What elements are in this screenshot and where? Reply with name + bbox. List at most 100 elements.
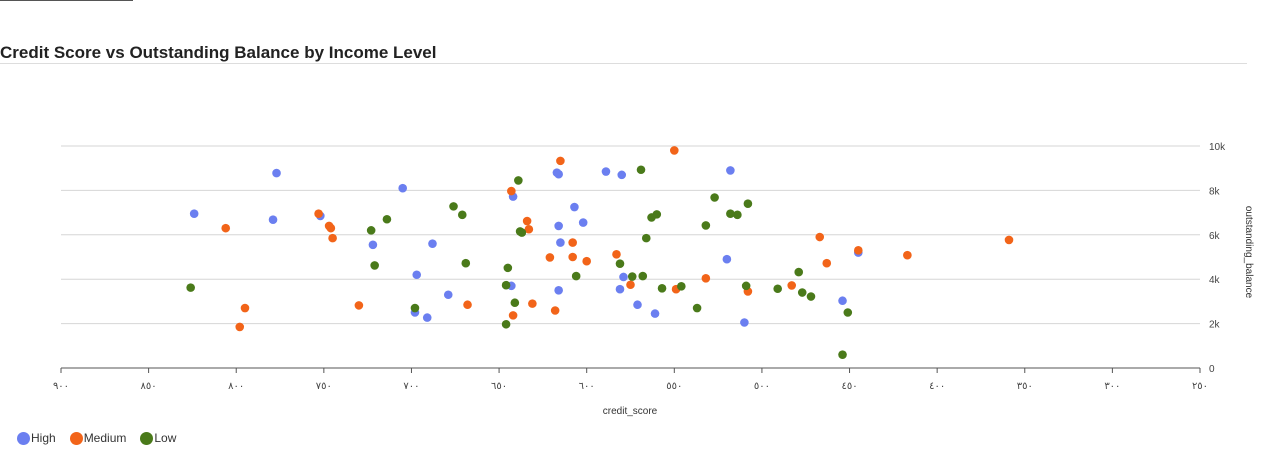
- point-low[interactable]: [615, 259, 625, 268]
- point-low[interactable]: [449, 202, 458, 211]
- point-low[interactable]: [627, 272, 637, 281]
- point-low[interactable]: [382, 214, 392, 224]
- title-divider: [0, 63, 1247, 64]
- point-medium[interactable]: [626, 280, 635, 290]
- point-medium[interactable]: [568, 238, 577, 247]
- point-high[interactable]: [422, 313, 432, 322]
- point-medium[interactable]: [903, 250, 912, 260]
- point-low[interactable]: [741, 281, 751, 291]
- point-medium[interactable]: [815, 232, 825, 242]
- point-medium[interactable]: [528, 299, 537, 308]
- point-medium[interactable]: [524, 224, 534, 234]
- point-high[interactable]: [398, 183, 408, 193]
- point-medium[interactable]: [522, 216, 532, 226]
- point-high[interactable]: [554, 286, 563, 295]
- point-medium[interactable]: [822, 258, 832, 268]
- y-axis: 0 2k 4k 6k 8k 10k: [1209, 142, 1226, 375]
- point-medium[interactable]: [670, 146, 679, 155]
- point-low[interactable]: [510, 298, 520, 308]
- point-high[interactable]: [272, 168, 281, 178]
- point-low[interactable]: [514, 176, 523, 185]
- point-low[interactable]: [638, 271, 648, 281]
- point-high[interactable]: [578, 218, 588, 227]
- legend-item-medium[interactable]: Medium: [69, 431, 126, 445]
- point-medium[interactable]: [240, 303, 250, 313]
- point-high[interactable]: [726, 166, 735, 175]
- point-medium[interactable]: [235, 322, 245, 332]
- point-high[interactable]: [650, 309, 660, 318]
- point-low[interactable]: [733, 210, 742, 220]
- y-tick-label: 0: [1209, 364, 1215, 375]
- point-medium[interactable]: [854, 246, 863, 255]
- x-tick-label: ٨٥٠: [141, 381, 157, 392]
- point-low[interactable]: [838, 350, 847, 359]
- point-high[interactable]: [412, 270, 422, 280]
- point-high[interactable]: [556, 238, 565, 247]
- point-medium[interactable]: [221, 223, 231, 233]
- legend-item-high[interactable]: High: [17, 431, 56, 445]
- point-low[interactable]: [641, 233, 651, 243]
- point-high[interactable]: [368, 240, 378, 250]
- point-low[interactable]: [410, 303, 420, 313]
- point-high[interactable]: [838, 296, 847, 306]
- point-high[interactable]: [633, 300, 642, 310]
- point-medium[interactable]: [326, 223, 336, 233]
- point-low[interactable]: [797, 288, 807, 297]
- point-high[interactable]: [554, 221, 563, 231]
- point-low[interactable]: [794, 267, 804, 277]
- point-low[interactable]: [652, 210, 662, 219]
- point-high[interactable]: [615, 284, 625, 294]
- point-high[interactable]: [570, 202, 579, 212]
- point-low[interactable]: [677, 282, 686, 291]
- point-low[interactable]: [806, 292, 816, 301]
- point-low[interactable]: [773, 284, 782, 294]
- point-low[interactable]: [692, 303, 702, 313]
- point-low[interactable]: [636, 165, 646, 175]
- point-low[interactable]: [701, 221, 711, 230]
- point-high[interactable]: [601, 167, 611, 176]
- point-medium[interactable]: [314, 209, 323, 219]
- point-low[interactable]: [503, 263, 513, 273]
- point-low[interactable]: [571, 271, 581, 281]
- point-medium[interactable]: [1004, 235, 1014, 245]
- point-medium[interactable]: [508, 311, 518, 320]
- point-low[interactable]: [710, 193, 719, 202]
- point-high[interactable]: [443, 290, 453, 300]
- point-low[interactable]: [461, 258, 471, 268]
- point-low[interactable]: [186, 283, 195, 292]
- point-low[interactable]: [657, 284, 667, 293]
- point-high[interactable]: [268, 215, 278, 225]
- legend-swatch-high: [17, 431, 30, 445]
- point-medium[interactable]: [354, 301, 364, 310]
- point-medium[interactable]: [328, 233, 337, 243]
- point-low[interactable]: [843, 308, 853, 317]
- point-low[interactable]: [457, 210, 467, 220]
- chart-title: Credit Score vs Outstanding Balance by I…: [0, 43, 437, 62]
- point-medium[interactable]: [463, 300, 472, 310]
- point-low[interactable]: [501, 319, 511, 329]
- point-medium[interactable]: [568, 252, 577, 262]
- point-high[interactable]: [552, 168, 562, 177]
- point-medium[interactable]: [612, 250, 621, 259]
- point-medium[interactable]: [507, 186, 516, 196]
- point-high[interactable]: [740, 318, 749, 327]
- point-medium[interactable]: [701, 274, 711, 283]
- point-low[interactable]: [370, 261, 379, 270]
- point-low[interactable]: [366, 226, 376, 235]
- legend-item-low[interactable]: Low: [140, 431, 176, 445]
- point-low[interactable]: [517, 228, 527, 237]
- point-medium[interactable]: [550, 306, 560, 315]
- point-high[interactable]: [189, 209, 199, 219]
- point-low[interactable]: [501, 280, 511, 290]
- point-medium[interactable]: [545, 253, 555, 262]
- point-low[interactable]: [743, 199, 753, 209]
- point-high[interactable]: [722, 254, 732, 264]
- point-medium[interactable]: [787, 281, 797, 290]
- point-medium[interactable]: [556, 156, 565, 166]
- y-tick-label: 2k: [1209, 320, 1221, 331]
- point-high[interactable]: [428, 239, 437, 248]
- point-high[interactable]: [617, 170, 627, 180]
- point-medium[interactable]: [582, 256, 591, 266]
- point-high[interactable]: [619, 272, 628, 282]
- point-low[interactable]: [726, 209, 735, 219]
